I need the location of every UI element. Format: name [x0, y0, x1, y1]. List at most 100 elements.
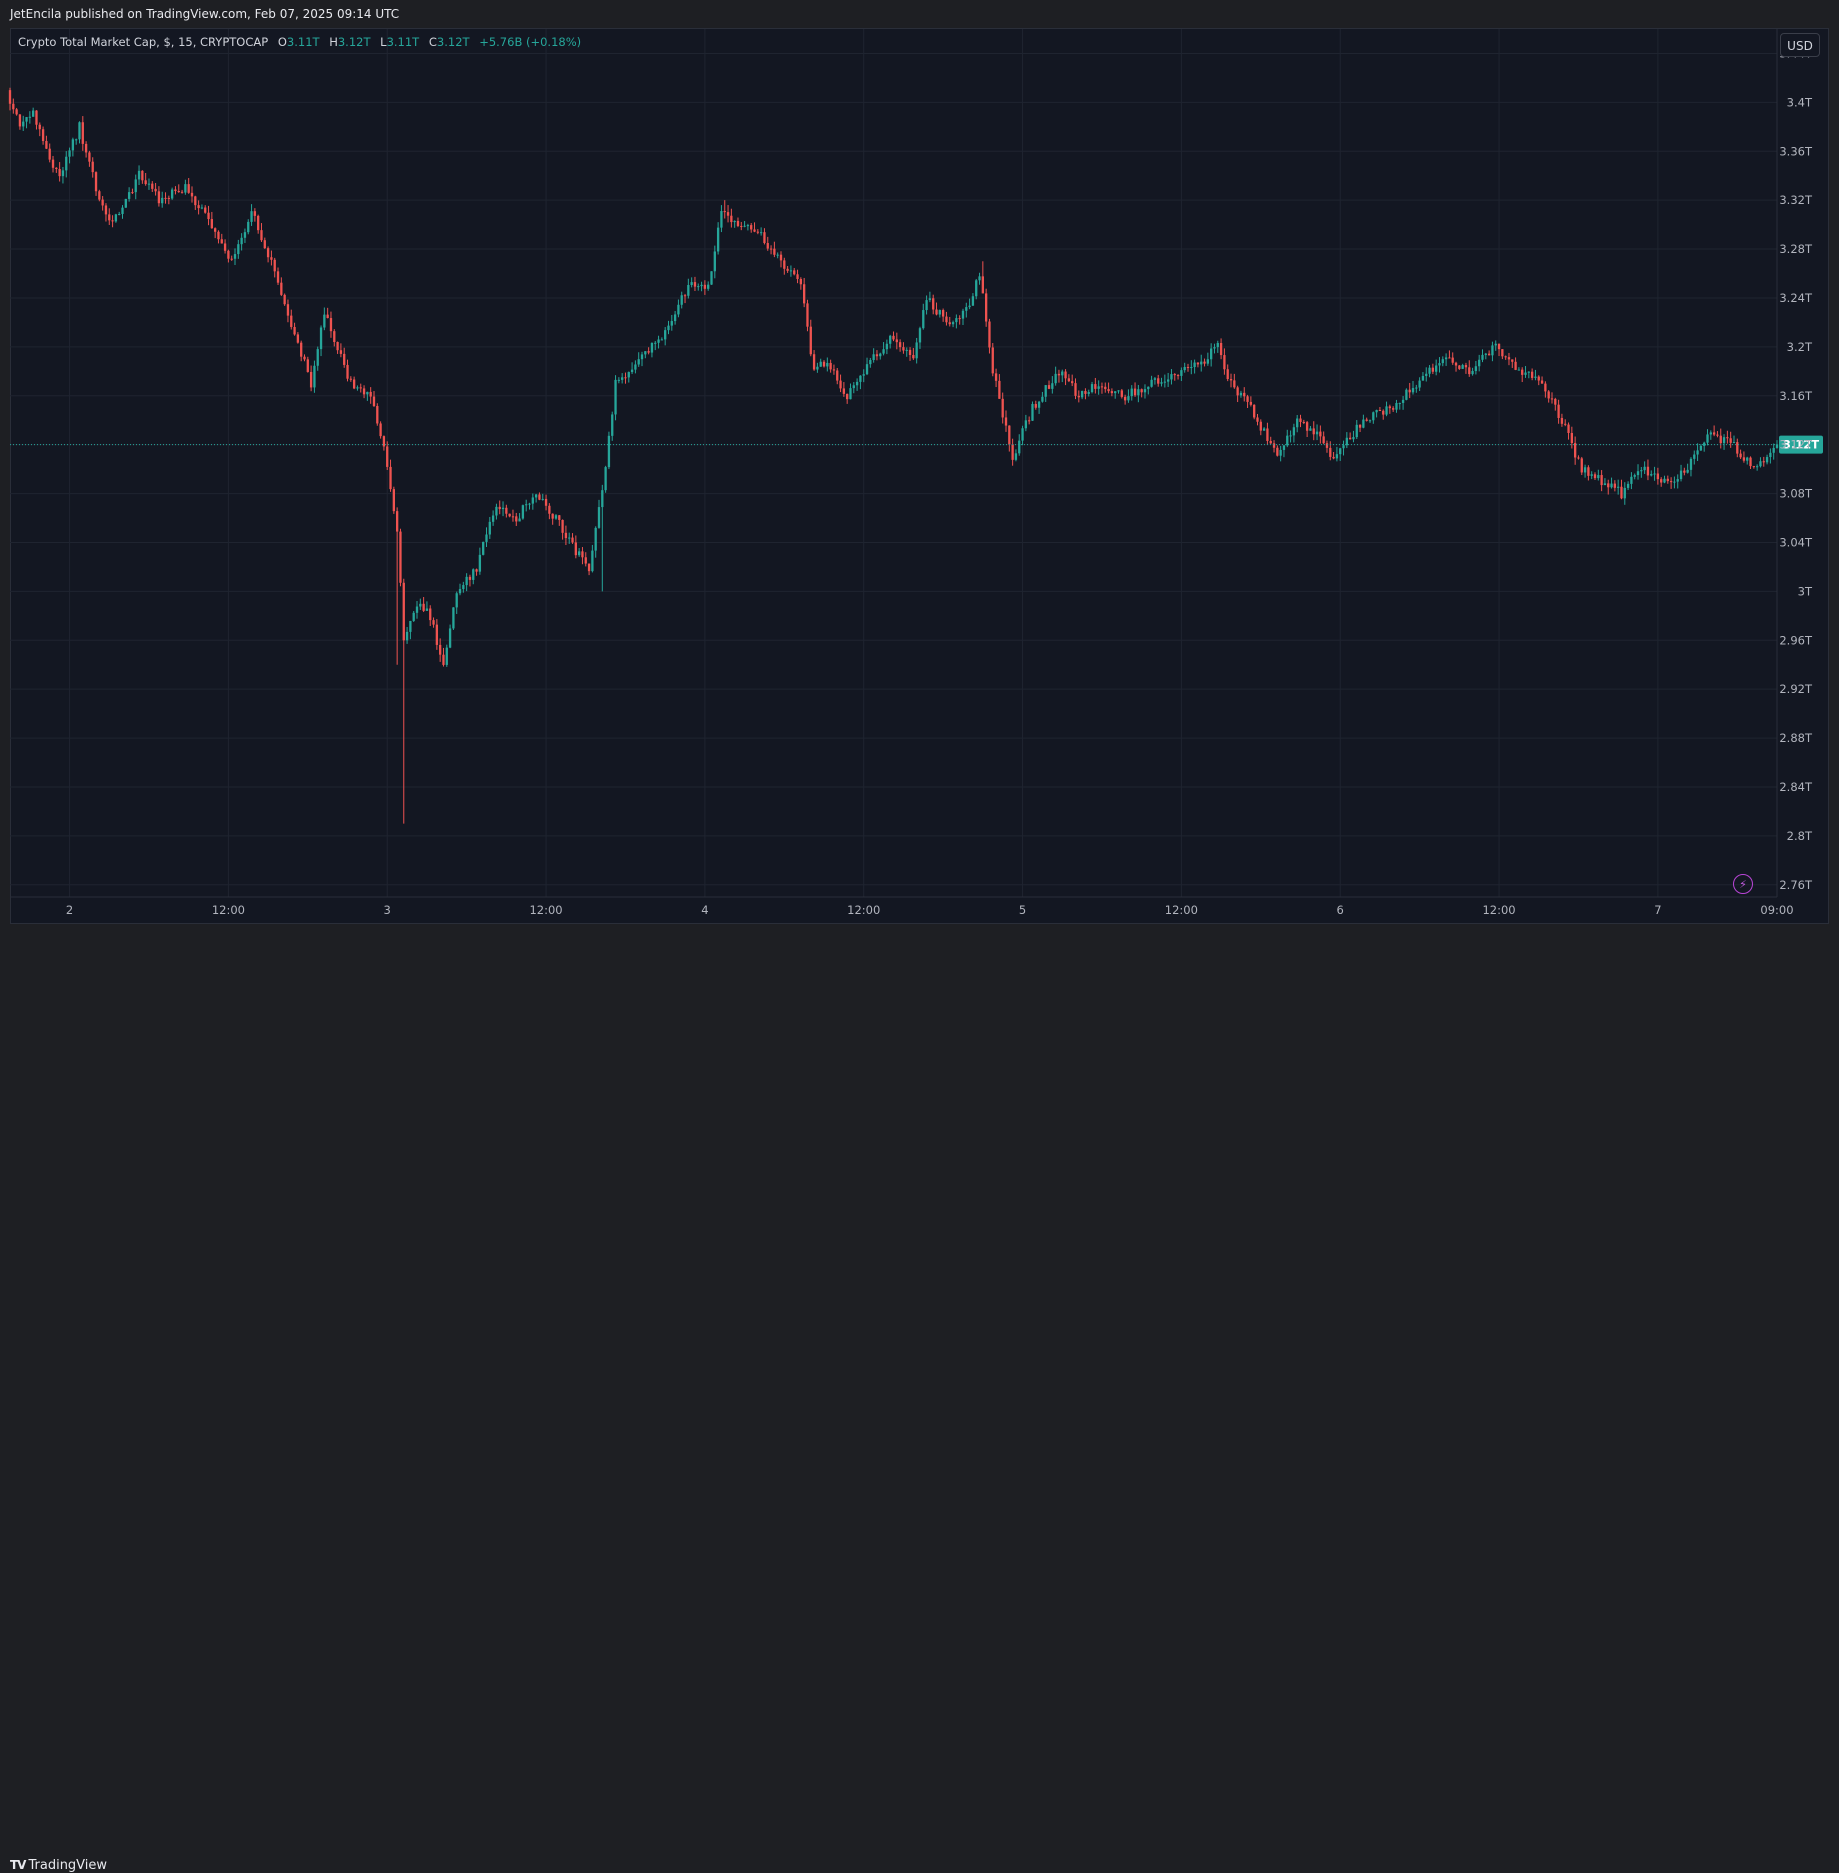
tradingview-logo[interactable]: TV TradingView [10, 1858, 107, 1873]
low-label: L [380, 35, 387, 49]
candle-body [161, 197, 164, 204]
candle-body [75, 139, 78, 141]
candle-body [1342, 445, 1345, 449]
candle-body [425, 608, 429, 611]
published-line: JetEncila published on TradingView.com, … [10, 7, 400, 21]
candle-body [865, 364, 869, 375]
candle-body [22, 121, 25, 127]
candle-body [740, 225, 743, 227]
candle-body [577, 551, 581, 556]
time-tick-label: 12:00 [847, 903, 880, 917]
candle-body [1173, 374, 1176, 376]
candle-body [478, 554, 482, 572]
candle-body [190, 192, 194, 197]
candle-body [1160, 382, 1163, 384]
candle-body [1537, 376, 1540, 381]
candle-body [1593, 474, 1597, 479]
candle-body [1746, 457, 1749, 461]
open-label: O [277, 35, 287, 49]
candle-body [1226, 369, 1229, 380]
candle-body [1229, 379, 1233, 381]
candle-body [68, 150, 71, 157]
candle-body [1570, 432, 1574, 444]
candle-body [1633, 475, 1636, 477]
price-tick-label: 2.84T [1779, 780, 1813, 794]
candle-body [925, 300, 928, 311]
candle-body [1206, 359, 1210, 364]
candle-body [994, 373, 998, 381]
currency-button[interactable]: USD [1780, 33, 1820, 57]
candle-body [961, 310, 965, 319]
candle-body [829, 362, 832, 370]
lightning-bolt-icon[interactable]: ⚡ [1733, 874, 1753, 894]
candle-body [1451, 357, 1454, 363]
candle-body [1325, 443, 1329, 448]
candle-body [306, 359, 309, 372]
candle-body [621, 377, 624, 380]
candle-body [1613, 483, 1617, 488]
candle-body [442, 654, 445, 665]
candle-body [644, 351, 647, 355]
candle-body [812, 354, 816, 370]
candle-body [935, 309, 938, 315]
candle-body [1150, 379, 1153, 387]
candle-body [114, 214, 118, 222]
candle-body [1716, 434, 1719, 436]
candle-body [177, 191, 180, 193]
candle-body [147, 183, 151, 185]
candle-body [561, 519, 564, 533]
candle-body [918, 328, 922, 343]
candle-body [253, 211, 257, 216]
candle-body [1620, 486, 1623, 499]
candle-body [882, 349, 885, 354]
time-axis[interactable]: 2 12:00 3 12:00 4 12:00 5 12:00 6 12:00 7 09:00 [66, 903, 1794, 917]
candle-body [1405, 389, 1408, 400]
candle-body [1143, 389, 1147, 393]
candle-body [1418, 380, 1421, 388]
candle-body [733, 220, 736, 223]
candle-body [329, 318, 333, 332]
candle-body [1147, 386, 1150, 390]
candle-body [1719, 435, 1722, 444]
candle-body [1401, 399, 1405, 403]
candle-body [498, 506, 501, 510]
candle-body [809, 326, 812, 355]
candle-body [32, 110, 35, 117]
candle-body [1395, 403, 1398, 410]
price-chart[interactable]: 3.12T 3.44T3.4T3.36T3.32T3.28T3.24T3.2T3… [0, 0, 1839, 959]
candle-body [941, 310, 945, 317]
candle-body [1256, 417, 1259, 422]
candle-body [309, 371, 313, 388]
candle-body [35, 110, 38, 125]
candle-body [908, 349, 912, 355]
candle-body [816, 366, 819, 370]
price-axis[interactable]: 3.44T3.4T3.36T3.32T3.28T3.24T3.2T3.16T3.… [1779, 46, 1813, 891]
candle-body [568, 537, 571, 539]
time-tick-label: 12:00 [1165, 903, 1198, 917]
candle-body [448, 628, 452, 648]
candle-body [832, 369, 836, 371]
candle-body [1732, 442, 1736, 444]
candle-body [1120, 390, 1123, 397]
candle-body [1133, 388, 1137, 396]
candle-body [415, 606, 419, 613]
candle-body [257, 215, 260, 231]
candle-body [1617, 486, 1620, 488]
candle-body [673, 314, 677, 322]
candle-body [1487, 353, 1491, 356]
candle-body [1557, 404, 1560, 418]
candle-body [12, 103, 15, 110]
candle-body [1676, 479, 1679, 482]
candle-body [1084, 391, 1087, 394]
candle-body [409, 620, 412, 632]
candle-body [482, 541, 485, 555]
candle-body [839, 380, 842, 389]
candle-body [879, 353, 882, 357]
time-tick-label: 4 [701, 903, 708, 917]
candle-body [286, 304, 290, 316]
candle-body [1752, 466, 1755, 468]
candle-body [41, 129, 45, 141]
price-tick-label: 3.16T [1779, 389, 1813, 403]
candle-body [1153, 378, 1157, 380]
candle-body [1699, 445, 1703, 451]
